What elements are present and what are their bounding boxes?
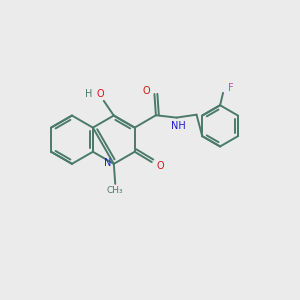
- Text: O: O: [142, 85, 150, 95]
- Text: CH₃: CH₃: [107, 186, 124, 195]
- Text: O: O: [156, 160, 164, 171]
- Text: N: N: [103, 158, 111, 168]
- Text: NH: NH: [171, 122, 185, 131]
- Text: H: H: [85, 89, 93, 99]
- Text: F: F: [228, 83, 233, 94]
- Text: O: O: [96, 89, 104, 99]
